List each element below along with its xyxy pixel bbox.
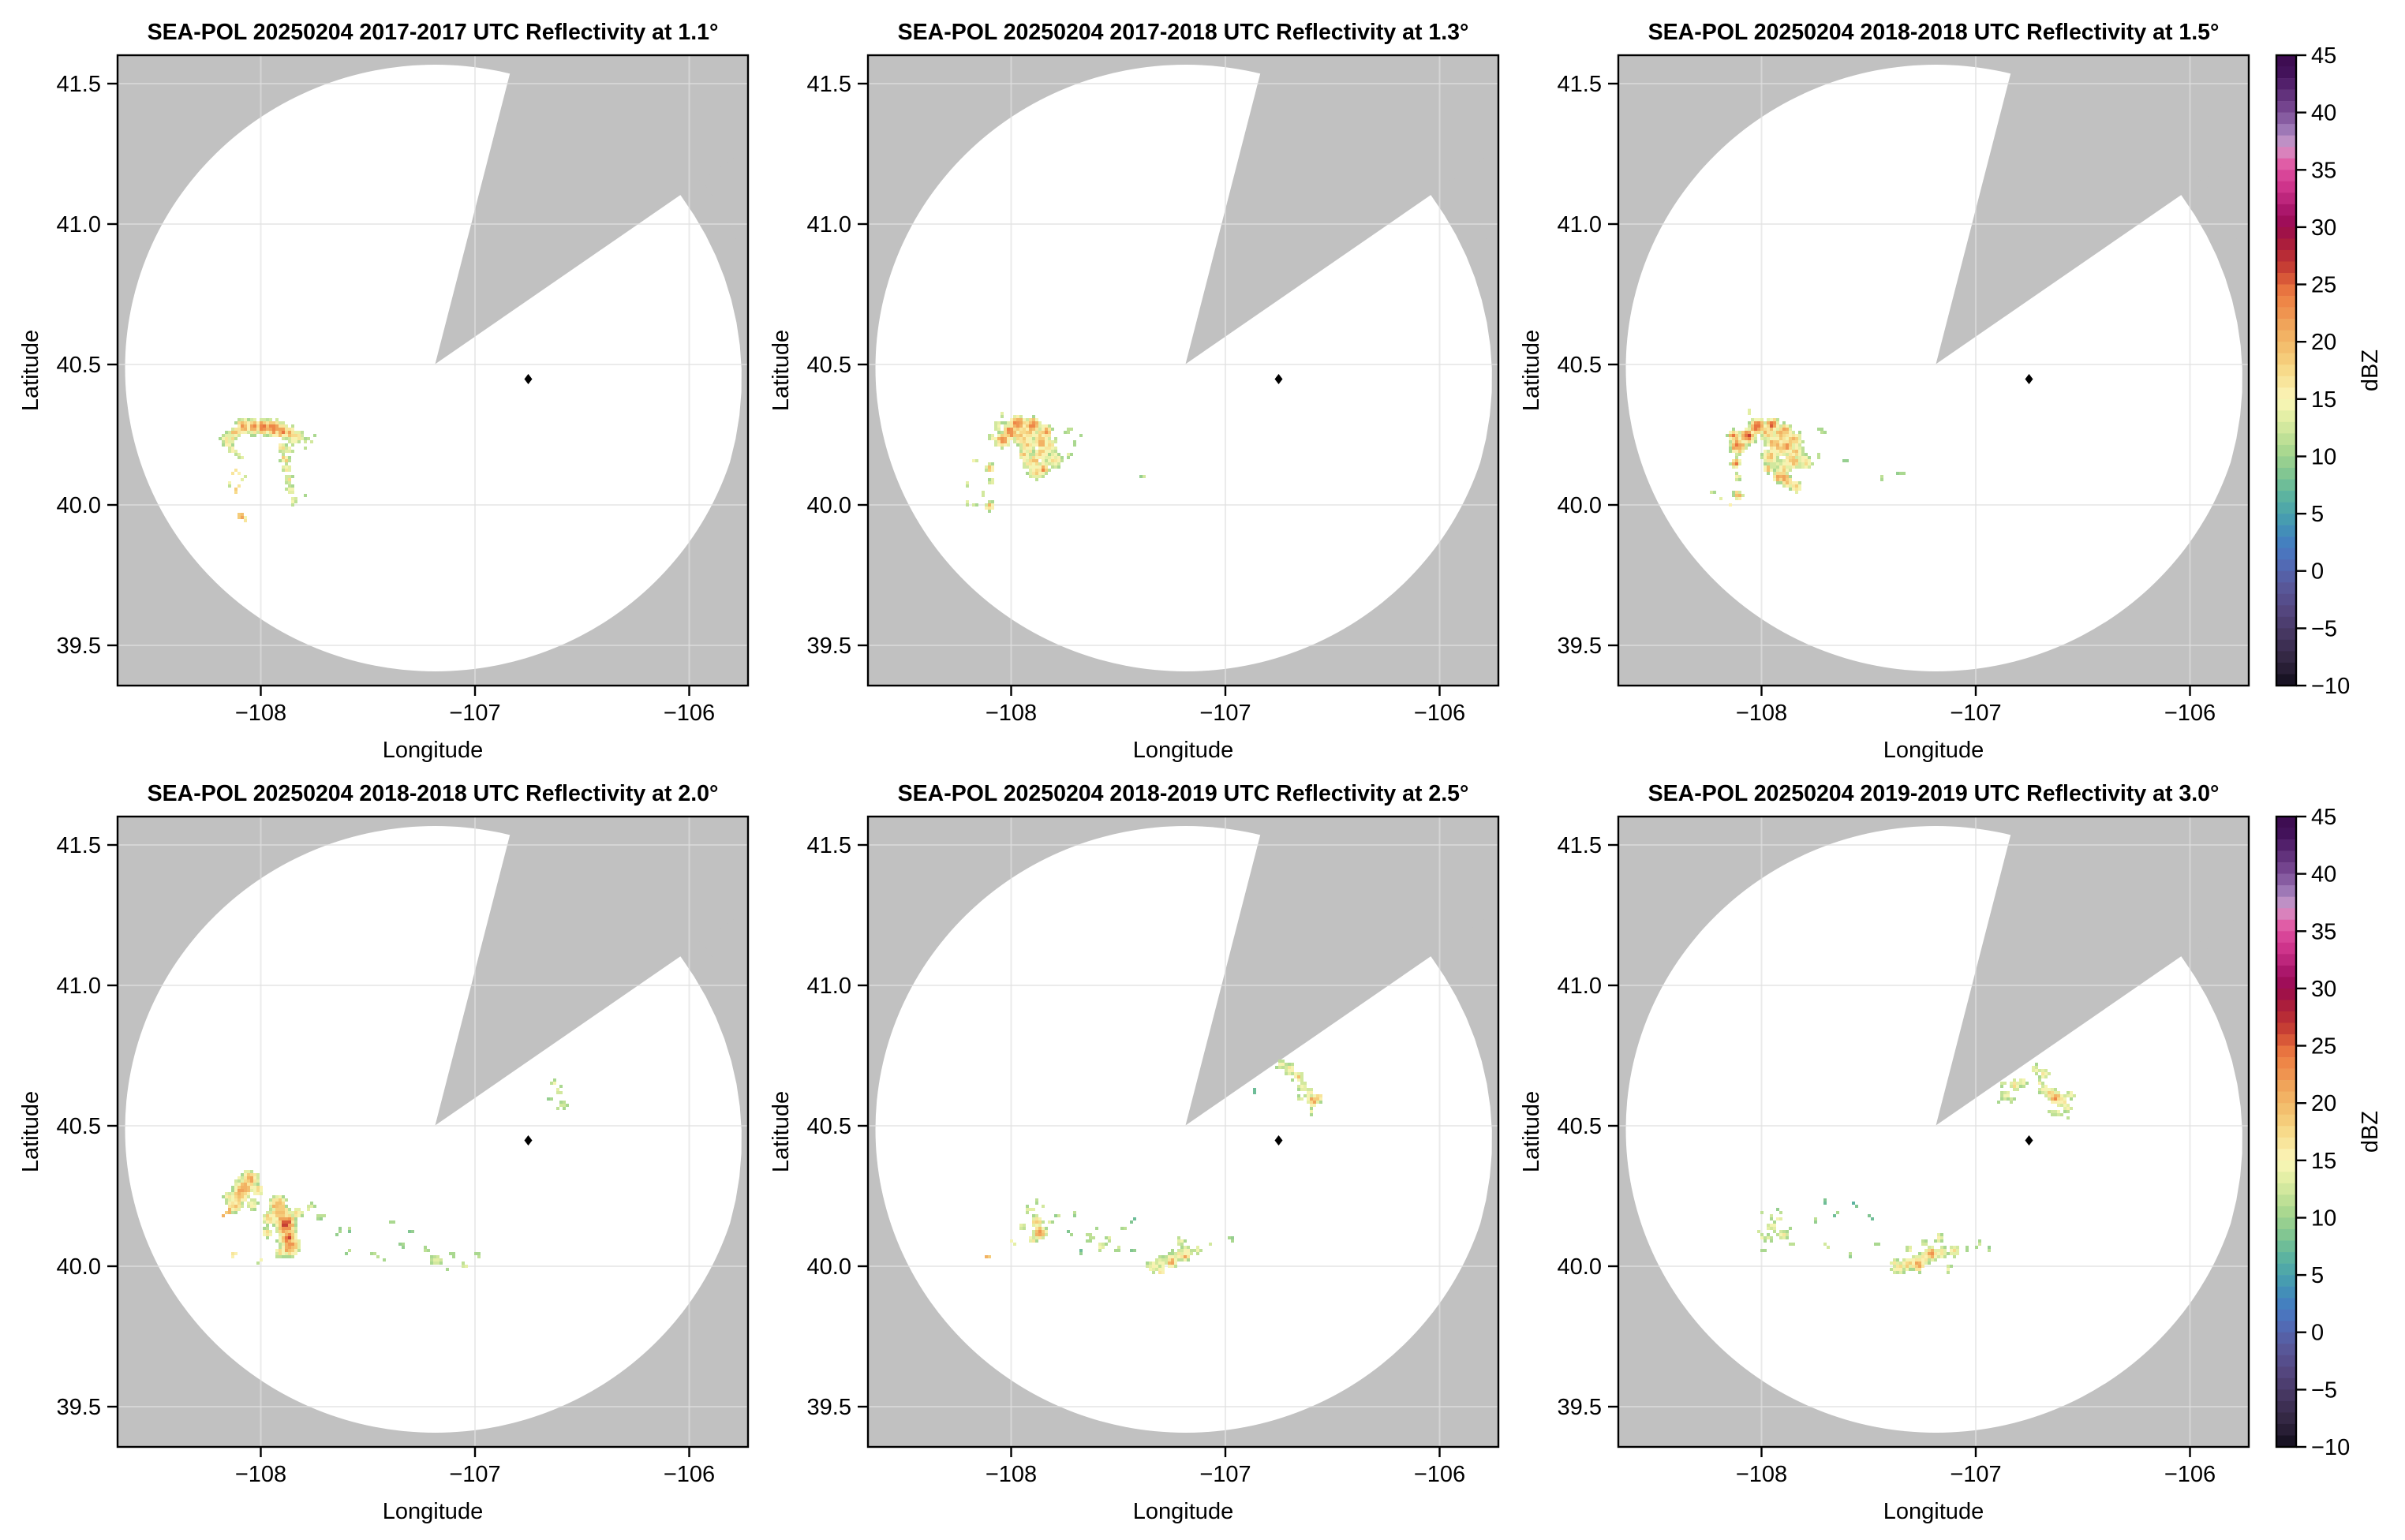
svg-text:SEA-POL 20250204 2018-2018 UTC: SEA-POL 20250204 2018-2018 UTC Reflectiv… [1648, 20, 2220, 45]
svg-text:SEA-POL 20250204 2017-2018 UTC: SEA-POL 20250204 2017-2018 UTC Reflectiv… [898, 20, 1469, 45]
svg-text:SEA-POL 20250204 2017-2017 UTC: SEA-POL 20250204 2017-2017 UTC Reflectiv… [148, 20, 719, 45]
svg-text:SEA-POL 20250204 2019-2019 UTC: SEA-POL 20250204 2019-2019 UTC Reflectiv… [1648, 781, 2220, 806]
svg-text:SEA-POL 20250204 2018-2019 UTC: SEA-POL 20250204 2018-2019 UTC Reflectiv… [898, 781, 1469, 806]
svg-text:SEA-POL 20250204 2018-2018 UTC: SEA-POL 20250204 2018-2018 UTC Reflectiv… [148, 781, 719, 806]
